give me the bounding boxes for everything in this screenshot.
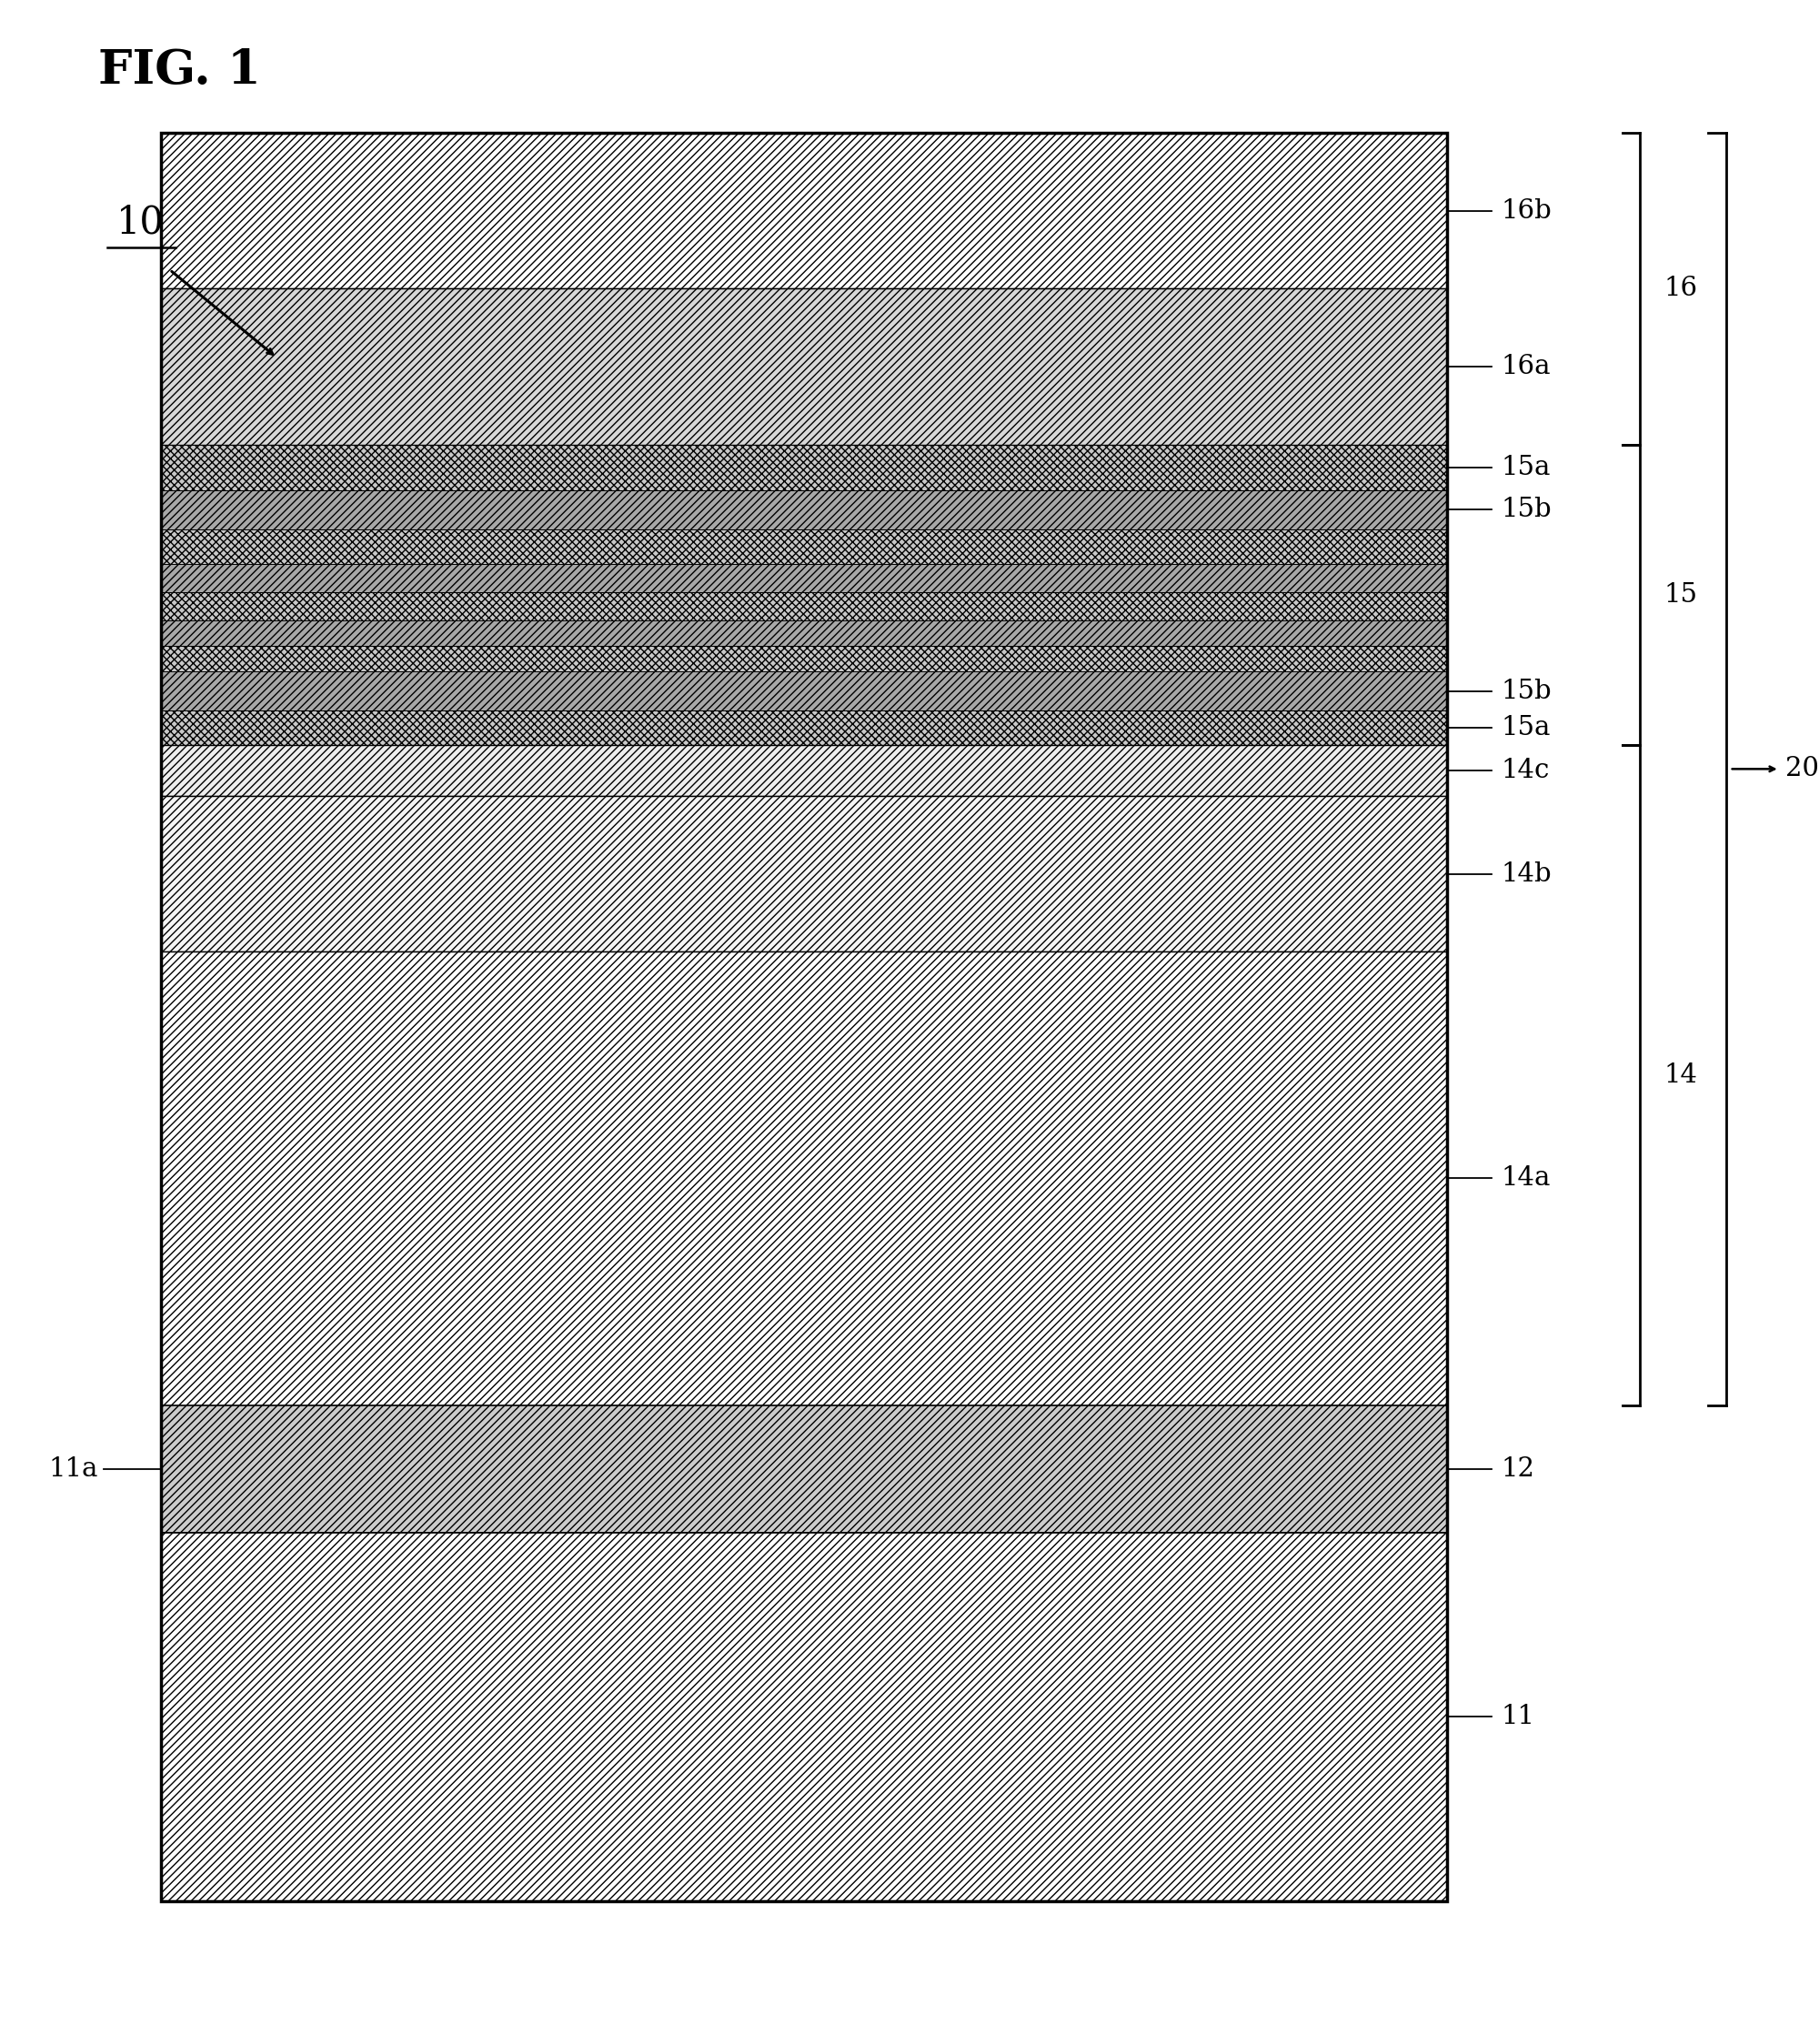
Bar — [160, 1533, 1448, 1901]
Text: 10: 10 — [116, 202, 164, 241]
Bar — [160, 795, 1448, 953]
Bar — [160, 491, 1448, 529]
Text: 14: 14 — [1663, 1063, 1697, 1087]
Text: 20: 20 — [1784, 756, 1819, 781]
Text: 16b: 16b — [1501, 198, 1552, 223]
Text: 14b: 14b — [1501, 861, 1552, 887]
Bar — [160, 711, 1448, 744]
Text: 14c: 14c — [1501, 758, 1550, 783]
Text: FIG. 1: FIG. 1 — [98, 47, 260, 94]
Text: 16a: 16a — [1501, 354, 1550, 380]
Bar — [160, 288, 1448, 444]
Text: 15a: 15a — [1501, 715, 1550, 740]
Text: 15b: 15b — [1501, 497, 1552, 523]
Bar — [160, 444, 1448, 491]
Bar — [160, 564, 1448, 593]
Text: 16: 16 — [1663, 276, 1697, 300]
Text: 14a: 14a — [1501, 1165, 1550, 1192]
Text: 15: 15 — [1663, 583, 1697, 607]
Bar — [160, 133, 1448, 288]
Bar — [160, 133, 1448, 1901]
Bar — [160, 529, 1448, 564]
Bar — [160, 744, 1448, 795]
Bar — [160, 593, 1448, 619]
Text: 11: 11 — [1501, 1705, 1535, 1729]
Bar — [160, 619, 1448, 646]
Bar — [160, 953, 1448, 1404]
Bar — [160, 646, 1448, 670]
Bar — [160, 1404, 1448, 1533]
Text: 11a: 11a — [49, 1455, 98, 1482]
Bar — [160, 670, 1448, 711]
Text: 15a: 15a — [1501, 454, 1550, 480]
Text: 12: 12 — [1501, 1455, 1535, 1482]
Text: 15b: 15b — [1501, 679, 1552, 703]
